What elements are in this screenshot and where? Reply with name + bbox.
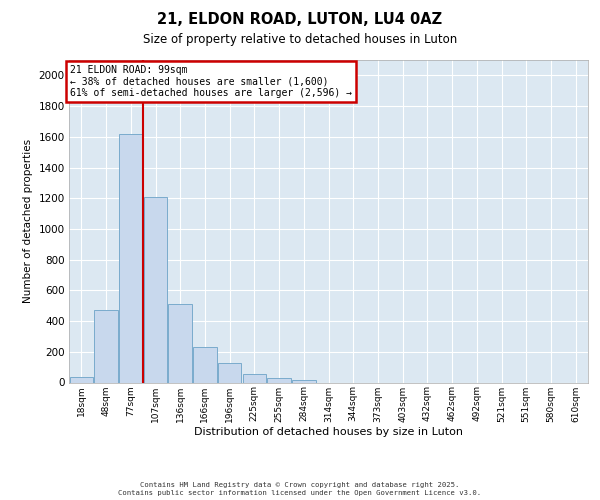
Bar	[70, 377, 93, 382]
Text: Contains HM Land Registry data © Crown copyright and database right 2025.
Contai: Contains HM Land Registry data © Crown c…	[118, 482, 482, 496]
Bar	[169, 304, 192, 382]
Bar	[268, 378, 291, 382]
Bar	[292, 380, 316, 382]
Text: Size of property relative to detached houses in Luton: Size of property relative to detached ho…	[143, 32, 457, 46]
X-axis label: Distribution of detached houses by size in Luton: Distribution of detached houses by size …	[194, 427, 463, 437]
Text: 21 ELDON ROAD: 99sqm
← 38% of detached houses are smaller (1,600)
61% of semi-de: 21 ELDON ROAD: 99sqm ← 38% of detached h…	[70, 65, 352, 98]
Bar	[242, 374, 266, 382]
Bar	[193, 347, 217, 382]
Text: 21, ELDON ROAD, LUTON, LU4 0AZ: 21, ELDON ROAD, LUTON, LU4 0AZ	[157, 12, 443, 28]
Bar	[218, 364, 241, 382]
Y-axis label: Number of detached properties: Number of detached properties	[23, 139, 33, 304]
Bar	[94, 310, 118, 382]
Bar	[119, 134, 143, 382]
Bar	[144, 196, 167, 382]
